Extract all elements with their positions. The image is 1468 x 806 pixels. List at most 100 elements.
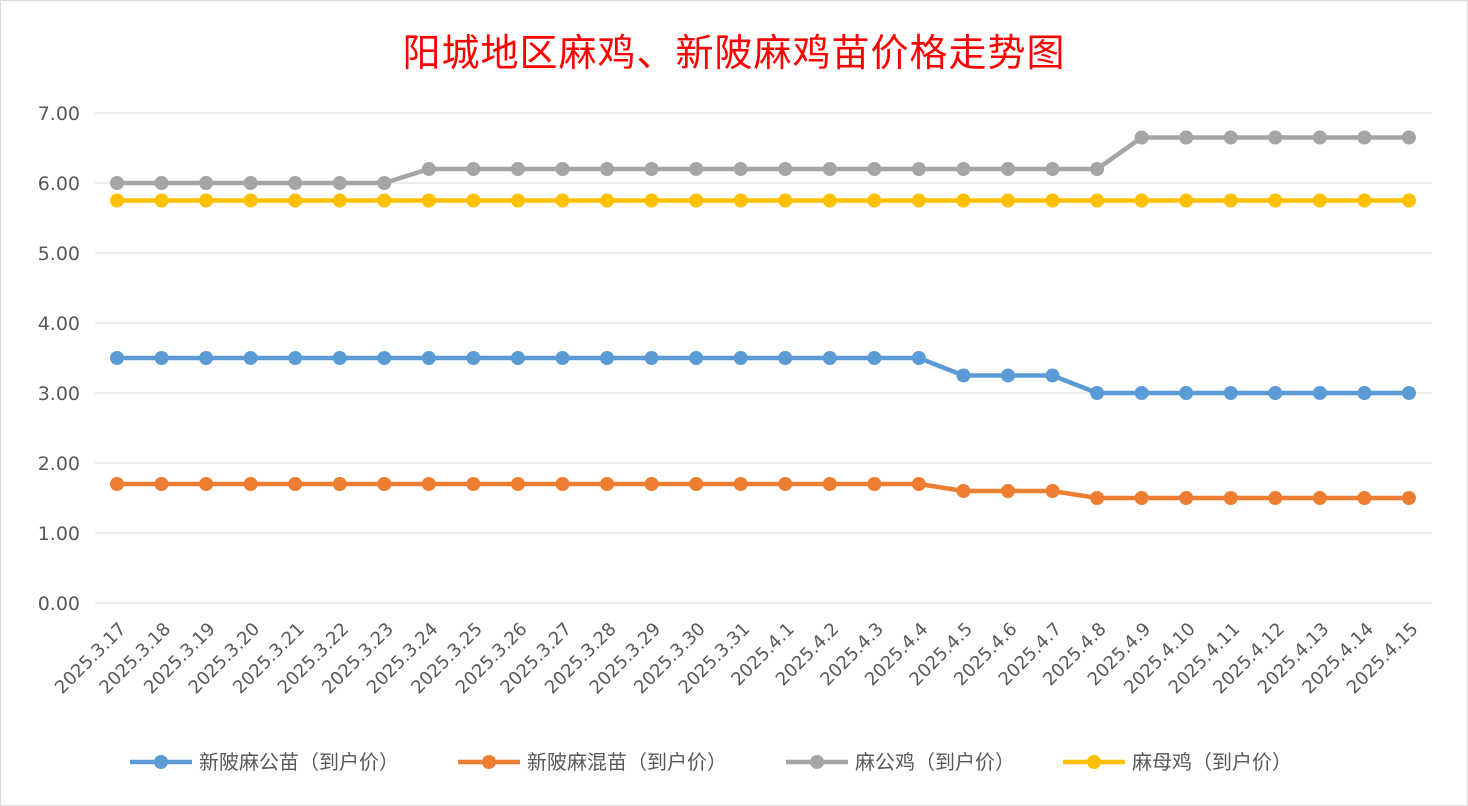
- legend-label: 麻母鸡（到户价）: [1132, 750, 1292, 774]
- data-point: [555, 162, 570, 176]
- data-point: [1090, 193, 1105, 208]
- y-tick-label: 6.00: [38, 173, 80, 195]
- data-point: [644, 162, 659, 176]
- data-point: [689, 193, 704, 208]
- data-point: [1312, 130, 1327, 145]
- data-point: [911, 162, 926, 176]
- data-point: [1001, 162, 1015, 176]
- data-point: [288, 351, 303, 365]
- data-point: [243, 477, 258, 491]
- data-point: [600, 351, 615, 365]
- data-point: [1179, 491, 1194, 505]
- data-point: [1001, 484, 1015, 498]
- data-point: [600, 162, 615, 176]
- data-point: [377, 176, 392, 190]
- data-point: [555, 351, 570, 365]
- data-point: [555, 193, 570, 208]
- data-point: [1223, 386, 1238, 400]
- data-point: [689, 162, 704, 176]
- legend-label: 麻公鸡（到户价）: [855, 750, 1015, 774]
- data-point: [1357, 386, 1372, 400]
- data-point: [199, 176, 214, 190]
- data-point: [1045, 368, 1060, 383]
- data-point: [199, 193, 214, 208]
- y-tick-label: 0.00: [38, 593, 80, 615]
- data-point: [1312, 386, 1327, 400]
- data-point: [1268, 491, 1283, 505]
- data-point: [466, 351, 481, 365]
- data-point: [1090, 386, 1105, 400]
- data-point: [600, 477, 615, 491]
- data-point: [600, 193, 615, 208]
- data-point: [1179, 386, 1194, 400]
- data-point: [1179, 193, 1194, 208]
- data-point: [778, 351, 793, 365]
- data-point: [867, 193, 882, 208]
- data-point: [1223, 491, 1238, 505]
- data-point: [288, 477, 303, 491]
- data-point: [154, 351, 169, 365]
- data-point: [421, 477, 436, 491]
- data-point: [1312, 193, 1327, 208]
- data-point: [867, 477, 882, 491]
- data-point: [733, 162, 748, 176]
- data-point: [421, 162, 436, 176]
- data-point: [956, 368, 971, 383]
- data-point: [1357, 130, 1372, 145]
- data-point: [644, 193, 659, 208]
- series-line: [117, 135, 1409, 186]
- data-point: [867, 162, 882, 176]
- data-point: [1401, 491, 1416, 505]
- data-point: [110, 477, 124, 491]
- data-point: [1268, 386, 1283, 400]
- data-point: [1401, 386, 1416, 400]
- data-point: [1001, 193, 1015, 208]
- data-point: [822, 351, 837, 365]
- data-point: [466, 162, 481, 176]
- data-point: [243, 176, 258, 190]
- data-point: [510, 477, 525, 491]
- data-point: [1001, 368, 1015, 383]
- data-point: [1401, 130, 1416, 145]
- data-point: [466, 193, 481, 208]
- data-point: [689, 351, 704, 365]
- legend-marker: [482, 755, 496, 769]
- data-point: [644, 477, 659, 491]
- data-point: [1134, 491, 1149, 505]
- data-point: [822, 162, 837, 176]
- data-point: [1045, 162, 1060, 176]
- legend-label: 新陂麻公苗（到户价）: [199, 750, 399, 774]
- data-point: [1401, 193, 1416, 208]
- data-point: [733, 477, 748, 491]
- data-point: [1090, 491, 1105, 505]
- data-point: [822, 193, 837, 208]
- data-point: [644, 351, 659, 365]
- data-point: [377, 351, 392, 365]
- data-point: [154, 477, 169, 491]
- data-point: [1134, 193, 1149, 208]
- data-point: [421, 193, 436, 208]
- data-point: [911, 193, 926, 208]
- data-point: [332, 477, 347, 491]
- data-point: [377, 477, 392, 491]
- data-point: [510, 193, 525, 208]
- data-point: [1090, 162, 1105, 176]
- data-point: [1045, 193, 1060, 208]
- legend-marker: [154, 755, 168, 769]
- data-point: [154, 193, 169, 208]
- data-point: [243, 351, 258, 365]
- data-point: [1357, 193, 1372, 208]
- data-point: [421, 351, 436, 365]
- series-line: [117, 481, 1409, 501]
- data-point: [867, 351, 882, 365]
- legend-marker: [1087, 755, 1101, 769]
- data-point: [911, 351, 926, 365]
- data-point: [110, 176, 124, 190]
- chart-title: 阳城地区麻鸡、新陂麻鸡苗价格走势图: [402, 31, 1066, 75]
- data-point: [332, 176, 347, 190]
- y-tick-label: 5.00: [38, 243, 80, 265]
- data-point: [1134, 130, 1149, 145]
- y-tick-label: 1.00: [38, 523, 80, 545]
- legend-marker: [810, 755, 824, 769]
